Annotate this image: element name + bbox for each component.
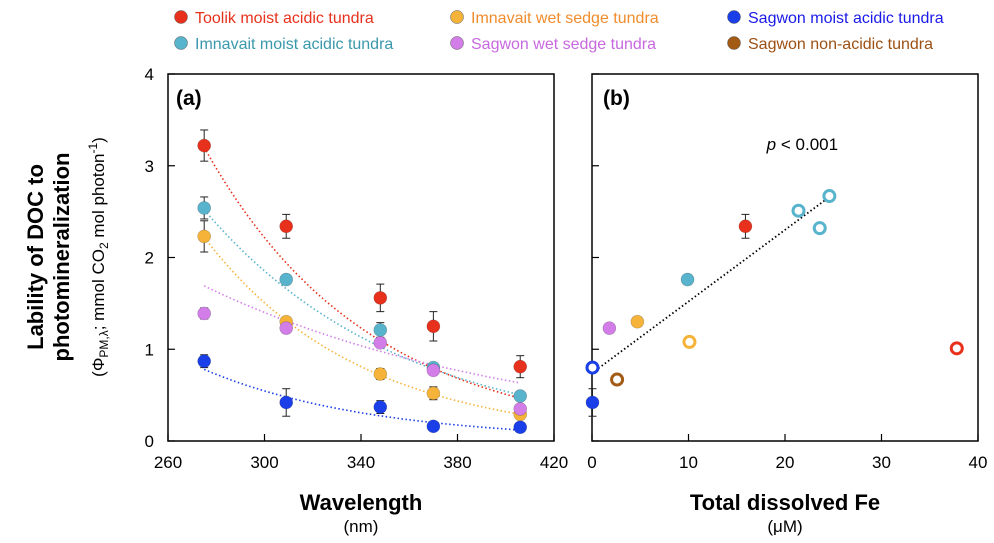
data-point [682,334,697,349]
y-title-units: (ΦPM,λ; mmol CO2 mol photon-1) [86,137,111,377]
panel-b-label: (b) [603,87,630,110]
data-point [602,321,617,335]
panel-a: 260 300 340 380 420 0 1 2 3 4 (a) Wavelength (nm) [145,65,569,536]
panel-a-fit-curves [203,147,521,431]
legend-marker [727,36,741,50]
trendline [591,196,830,374]
data-point [279,395,294,410]
fit-curve [203,285,521,384]
fit-curve [203,368,521,431]
panel-a-ticks: 260 300 340 380 420 0 1 2 3 4 [145,65,569,472]
panel-a-x-unit: (nm) [344,517,379,536]
x-tick-label: 300 [250,453,278,472]
data-point [197,229,211,244]
data-point [513,359,528,374]
data-point [426,363,441,378]
y-title-line2: photomineralization [49,153,74,362]
data-point [426,386,441,401]
data-point [812,221,827,236]
data-point [279,321,294,335]
data-point [197,306,211,321]
x-tick-label: 260 [154,453,182,472]
legend-marker [174,10,188,24]
data-point [197,201,211,215]
data-point [373,400,388,414]
legend-label: Imnavait wet sedge tundra [471,10,659,27]
x-tick-label: 10 [679,453,698,472]
y-axis-title: Lability of DOC to photomineralization (… [23,137,111,377]
panel-a-x-title: Wavelength [300,490,423,515]
panel-a-label: (a) [176,87,202,110]
y-tick-label: 1 [145,340,154,359]
data-point [738,219,753,234]
fit-curve [203,236,521,416]
legend-marker [450,36,464,50]
legend-label: Sagwon moist acidic tundra [748,10,944,27]
legend-label: Sagwon non-acidic tundra [748,36,933,53]
y-tick-label: 4 [145,65,154,84]
legend-marker [450,10,464,24]
data-point [513,389,528,403]
fit-curve [203,209,521,396]
panel-b: 0 10 20 30 40 (b) p < 0.001 Total dissolved … [585,73,988,536]
y-tick-label: 0 [145,432,154,451]
data-point [373,323,388,337]
y-tick-label: 3 [145,157,154,176]
y-title-line1: Lability of DOC to [23,164,48,350]
data-point [680,272,695,287]
x-tick-label: 0 [587,453,596,472]
data-point [513,420,528,435]
data-point [610,372,625,387]
legend-label: Toolik moist acidic tundra [195,10,374,27]
data-point [791,203,806,218]
panel-b-x-title: Total dissolved Fe [690,490,880,515]
panel-a-points [197,129,528,435]
data-point [373,367,388,381]
panel-b-frame [591,73,979,442]
data-point [279,272,294,287]
panel-b-x-unit: (μM) [767,517,802,536]
legend-marker [174,36,188,50]
x-tick-label: 40 [969,453,988,472]
panel-a-frame [167,73,555,442]
x-tick-label: 420 [540,453,568,472]
legend-label: Sagwon wet sedge tundra [471,36,656,53]
data-point [585,395,600,410]
data-point [949,341,964,356]
data-point [426,419,441,434]
panel-b-points [585,189,964,417]
data-point [197,138,211,153]
x-tick-label: 380 [443,453,471,472]
data-point [279,219,294,234]
data-point [513,402,528,416]
y-tick-label: 2 [145,249,154,268]
panel-b-ticks: 0 10 20 30 40 [587,73,988,472]
data-point [197,354,211,368]
p-value-annotation: p < 0.001 [766,135,838,154]
data-point [426,319,441,334]
legend-label: Imnavait moist acidic tundra [195,36,393,53]
data-point [373,291,388,305]
data-point [373,336,388,350]
x-tick-label: 20 [776,453,795,472]
x-tick-label: 30 [872,453,891,472]
data-point [585,360,600,375]
x-tick-label: 340 [347,453,375,472]
legend-marker [727,10,741,24]
panel-b-trendline [591,196,830,374]
legend: Toolik moist acidic tundra Imnavait wet s… [174,10,944,53]
data-point [630,314,645,329]
fit-curve [203,147,521,399]
data-point [822,189,837,204]
